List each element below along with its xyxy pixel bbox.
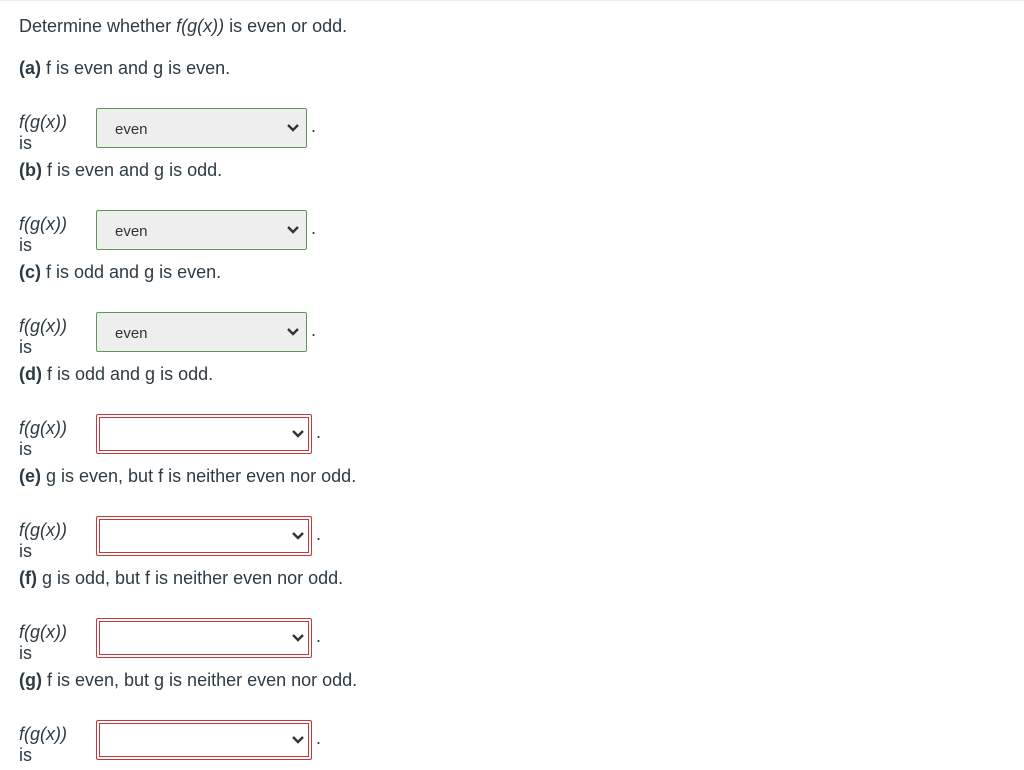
- period: .: [316, 728, 322, 748]
- part-text: f is even and g is odd.: [41, 160, 223, 180]
- chevron-down-icon: [292, 532, 304, 540]
- part-letter: (a): [19, 58, 41, 78]
- period: .: [311, 116, 317, 136]
- part-letter: (e): [19, 466, 41, 486]
- answer-select[interactable]: [96, 516, 312, 556]
- part-label: (a) f is even and g is even.: [19, 58, 230, 79]
- chevron-down-icon: [292, 430, 304, 438]
- answer-select[interactable]: [96, 618, 312, 658]
- part-label: (c) f is odd and g is even.: [19, 262, 221, 283]
- answer-select[interactable]: even: [96, 312, 307, 352]
- answer-prompt: f(g(x)) is: [19, 316, 67, 358]
- error-outline: [99, 519, 309, 553]
- period: .: [316, 422, 322, 442]
- answer-prompt: f(g(x)) is: [19, 724, 67, 766]
- question-part: (e) g is even, but f is neither even nor…: [19, 466, 719, 566]
- question-part: (a) f is even and g is even. f(g(x)) is …: [19, 58, 719, 158]
- answer-select[interactable]: [96, 414, 312, 454]
- prompt-suffix: is: [19, 643, 32, 663]
- prompt-suffix: is: [19, 133, 32, 153]
- prompt-function: f(g(x)): [19, 214, 67, 234]
- prompt-function: f(g(x)): [19, 724, 67, 744]
- answer-prompt: f(g(x)) is: [19, 214, 67, 256]
- part-label: (b) f is even and g is odd.: [19, 160, 222, 181]
- period: .: [316, 626, 322, 646]
- chevron-down-icon: [287, 328, 299, 336]
- chevron-down-icon: [292, 634, 304, 642]
- part-letter: (c): [19, 262, 41, 282]
- question-part: (d) f is odd and g is odd. f(g(x)) is .: [19, 364, 719, 464]
- period: .: [311, 218, 317, 238]
- title-function: f(g(x)): [176, 16, 225, 36]
- period: .: [316, 524, 322, 544]
- part-text: g is even, but f is neither even nor odd…: [41, 466, 357, 486]
- part-label: (e) g is even, but f is neither even nor…: [19, 466, 356, 487]
- question-part: (b) f is even and g is odd. f(g(x)) is e…: [19, 160, 719, 260]
- prompt-suffix: is: [19, 541, 32, 561]
- top-divider: [0, 0, 1024, 1]
- answer-select[interactable]: even: [96, 108, 307, 148]
- answer-select[interactable]: even: [96, 210, 307, 250]
- part-letter: (d): [19, 364, 42, 384]
- part-letter: (b): [19, 160, 42, 180]
- error-outline: [99, 723, 309, 757]
- answer-select[interactable]: [96, 720, 312, 760]
- prompt-function: f(g(x)): [19, 520, 67, 540]
- chevron-down-icon: [292, 736, 304, 744]
- part-text: f is odd and g is even.: [41, 262, 222, 282]
- selected-value: even: [115, 121, 148, 138]
- prompt-function: f(g(x)): [19, 316, 67, 336]
- part-letter: (g): [19, 670, 42, 690]
- part-label: (d) f is odd and g is odd.: [19, 364, 213, 385]
- title-suffix: is even or odd.: [224, 16, 348, 36]
- answer-prompt: f(g(x)) is: [19, 520, 67, 562]
- question-title: Determine whether f(g(x)) is even or odd…: [19, 16, 347, 37]
- question-part: (g) f is even, but g is neither even nor…: [19, 670, 719, 770]
- part-letter: (f): [19, 568, 37, 588]
- period: .: [311, 320, 317, 340]
- error-outline: [99, 621, 309, 655]
- title-prefix: Determine whether: [19, 16, 177, 36]
- prompt-suffix: is: [19, 235, 32, 255]
- answer-prompt: f(g(x)) is: [19, 112, 67, 154]
- selected-value: even: [115, 325, 148, 342]
- answer-prompt: f(g(x)) is: [19, 418, 67, 460]
- prompt-function: f(g(x)): [19, 622, 67, 642]
- prompt-suffix: is: [19, 439, 32, 459]
- part-text: f is odd and g is odd.: [41, 364, 214, 384]
- part-label: (g) f is even, but g is neither even nor…: [19, 670, 357, 691]
- prompt-function: f(g(x)): [19, 418, 67, 438]
- prompt-suffix: is: [19, 745, 32, 765]
- part-text: f is even, but g is neither even nor odd…: [41, 670, 358, 690]
- chevron-down-icon: [287, 226, 299, 234]
- selected-value: even: [115, 223, 148, 240]
- chevron-down-icon: [287, 124, 299, 132]
- question-part: (c) f is odd and g is even. f(g(x)) is e…: [19, 262, 719, 362]
- part-label: (f) g is odd, but f is neither even nor …: [19, 568, 343, 589]
- answer-prompt: f(g(x)) is: [19, 622, 67, 664]
- question-part: (f) g is odd, but f is neither even nor …: [19, 568, 719, 668]
- part-text: f is even and g is even.: [41, 58, 231, 78]
- prompt-suffix: is: [19, 337, 32, 357]
- error-outline: [99, 417, 309, 451]
- part-text: g is odd, but f is neither even nor odd.: [36, 568, 344, 588]
- prompt-function: f(g(x)): [19, 112, 67, 132]
